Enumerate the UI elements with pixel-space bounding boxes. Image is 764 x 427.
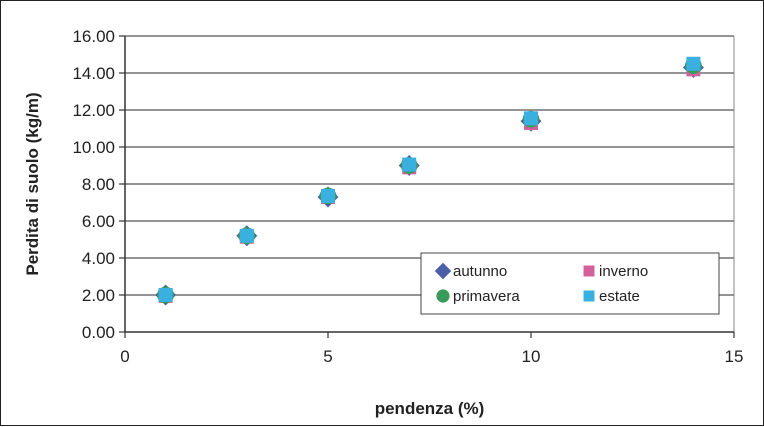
y-tick-label-5: 10.00 [72, 138, 115, 157]
legend-marker-primavera [436, 289, 450, 303]
x-tick-label-1: 5 [323, 347, 332, 366]
x-tick-labels: 0 5 10 15 [120, 347, 743, 366]
legend-marker-estate [583, 290, 595, 302]
legend-marker-inverno [583, 265, 595, 277]
x-axis-title: pendenza (%) [375, 399, 485, 418]
legend-label-primavera: primavera [453, 288, 520, 305]
point-estate-4 [524, 111, 538, 126]
y-tick-label-3: 6.00 [82, 212, 115, 231]
x-tick-label-3: 15 [725, 347, 744, 366]
point-estate-3 [402, 157, 417, 172]
y-tick-label-1: 2.00 [82, 286, 115, 305]
y-tick-labels: 0.00 2.00 4.00 6.00 8.00 10.00 12.00 14.00 16.00 [72, 27, 115, 342]
legend-label-inverno: inverno [599, 263, 648, 280]
legend-marker-autunno [434, 262, 452, 280]
y-tick-label-2: 4.00 [82, 249, 115, 268]
point-estate-2 [321, 189, 335, 204]
legend-box [420, 252, 720, 315]
legend: autunno inverno primavera estate [420, 252, 720, 315]
point-estate-0 [158, 288, 173, 302]
point-estate-5 [686, 56, 701, 71]
legend-label-estate: estate [599, 288, 640, 305]
gridlines [125, 35, 735, 332]
y-tick-label-6: 12.00 [72, 101, 115, 120]
x-tick-label-0: 0 [120, 347, 129, 366]
x-tick-label-2: 10 [522, 347, 541, 366]
y-tick-label-4: 8.00 [82, 175, 115, 194]
axes [119, 35, 735, 338]
data-points [155, 56, 704, 306]
y-axis-title: Perdita di suolo (kg/m) [23, 92, 42, 275]
y-tick-label-0: 0.00 [82, 323, 115, 342]
y-tick-label-8: 16.00 [72, 27, 115, 46]
y-tick-label-7: 14.00 [72, 64, 115, 83]
point-estate-1 [239, 228, 254, 243]
legend-label-autunno: autunno [453, 263, 507, 280]
